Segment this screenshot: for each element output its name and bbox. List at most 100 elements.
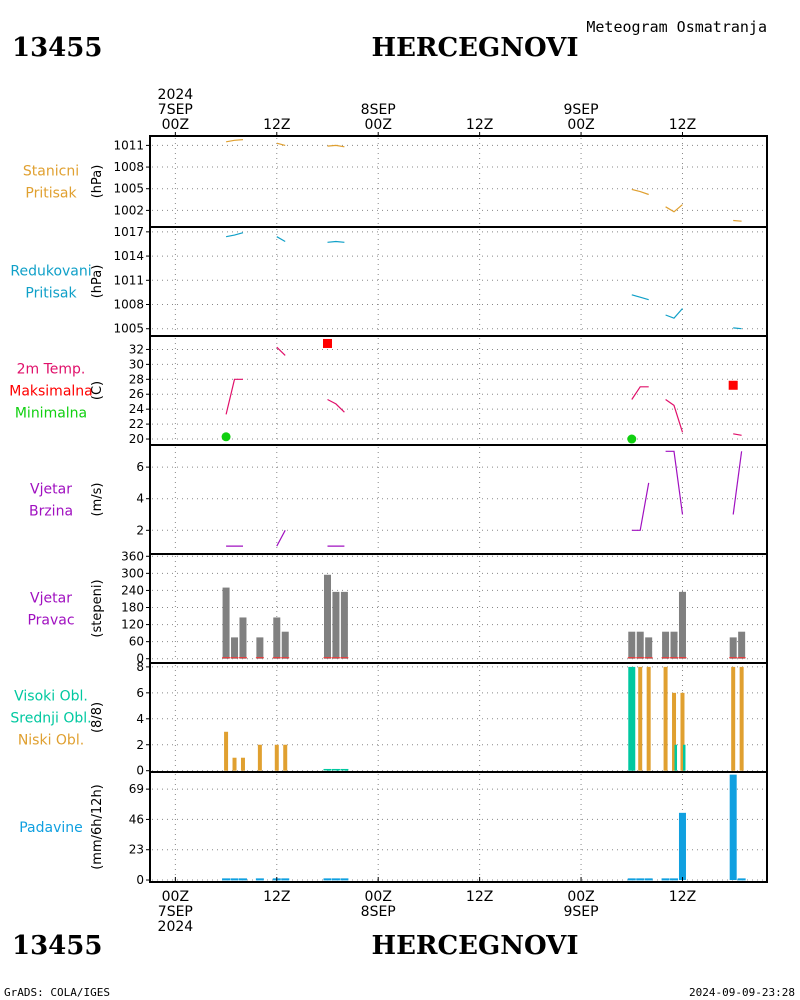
cloud-low-bar (232, 757, 237, 771)
render-timestamp: 2024-09-09-23:28 (689, 986, 795, 999)
direction-bar (231, 637, 239, 659)
precip-bar (678, 812, 686, 881)
y-tick-label: 180 (121, 601, 144, 615)
time-axis-label: 8SEP (361, 904, 396, 920)
panel-wind_speed: 2 4 6 (m/s) Vjetar Brzina (29, 444, 768, 555)
y-tick-label: 2 (136, 738, 144, 752)
y-tick-label: 1005 (113, 322, 144, 336)
cloud-low-bar (283, 744, 288, 771)
series-line (327, 398, 345, 413)
series-line (225, 139, 244, 143)
panel-frame (149, 335, 768, 446)
y-axis-unit: (8/8) (90, 702, 105, 733)
y-axis-unit: (stepeni) (90, 579, 105, 637)
y-tick-label: 1017 (113, 225, 144, 239)
y-tick-label: 0 (136, 873, 144, 887)
cloud-low-bar (672, 692, 677, 771)
panel-label: Niski Obl. (18, 733, 84, 749)
panel-station_pressure: 1002 1005 1008 1011 (hPa) Stanicni Pritisak (23, 135, 768, 228)
time-axis-label: 00Z (365, 117, 392, 133)
cloud-low-bar (257, 744, 262, 771)
y-tick-label: 6 (136, 686, 144, 700)
time-axis-label: 12Z (263, 889, 290, 905)
panel-label: Minimalna (15, 406, 87, 422)
series-line (276, 346, 286, 356)
y-tick-label: 6 (136, 460, 144, 474)
cloud-low-bar (274, 744, 279, 771)
y-axis-unit: (hPa) (90, 265, 105, 299)
series-line (733, 433, 742, 436)
series-line (665, 308, 683, 319)
direction-bar (256, 637, 264, 659)
series-line (631, 294, 649, 301)
direction-bar (222, 587, 230, 659)
max-temp-marker (322, 338, 332, 348)
time-axis-label: 9SEP (564, 102, 599, 118)
time-axis-label: 9SEP (564, 904, 599, 920)
time-axis-label: 12Z (466, 889, 493, 905)
series-line (631, 188, 649, 196)
cloud-low-bar (646, 666, 651, 771)
panel-frame (149, 771, 768, 883)
time-axis-label: 2024 (158, 919, 194, 935)
direction-bar (662, 631, 670, 659)
y-tick-label: 32 (129, 342, 144, 356)
series-line (276, 236, 286, 243)
cloud-low-bar (731, 666, 736, 771)
time-axis-label: 2024 (158, 87, 194, 103)
time-axis-label: 7SEP (158, 904, 193, 920)
panel-frame (149, 226, 768, 337)
cloud-high-bar (628, 666, 636, 771)
cloud-mid-bar (674, 744, 678, 771)
series-line (225, 232, 244, 238)
cloud-low-bar (680, 692, 685, 771)
station-id-top: 13455 (12, 33, 102, 63)
panel-reduced_pressure: 1005 1008 1011 1014 1017 (hPa)Redukovani Priti… (10, 225, 768, 337)
meteogram-title: Meteogram Osmatranja (586, 18, 767, 36)
panel-label: Vjetar (30, 482, 72, 498)
panel-label: Redukovani (10, 264, 91, 280)
panel-clouds: 0 2 4 6 8 (8/8)Visoki Obl. Srednji Obl. Niski O… (10, 660, 768, 778)
y-axis-unit: (C) (90, 381, 105, 400)
y-tick-label: 28 (129, 372, 144, 386)
time-axis-label: 00Z (162, 889, 189, 905)
time-axis-label: 12Z (263, 117, 290, 133)
y-tick-label: 22 (129, 417, 144, 431)
y-tick-label: 1011 (113, 273, 144, 287)
grads-credit: GrADS: COLA/IGES (4, 986, 110, 999)
series-line (631, 482, 650, 531)
panel-label: Srednji Obl. (10, 711, 91, 727)
direction-bar (636, 631, 644, 659)
station-id-bottom: 13455 (12, 931, 102, 961)
panel-label: Pritisak (25, 286, 77, 302)
series-line (327, 144, 345, 148)
cloud-low-bar (739, 666, 744, 771)
y-tick-label: 360 (121, 549, 144, 563)
panel-label: Pritisak (25, 186, 77, 202)
series-line (225, 378, 243, 415)
direction-bar (323, 574, 331, 659)
panel-label: Pravac (27, 613, 74, 629)
y-tick-label: 0 (136, 764, 144, 778)
min-temp-marker (627, 434, 637, 444)
panel-label: Brzina (29, 504, 73, 520)
y-axis-unit: (mm/6h/12h) (90, 784, 105, 870)
panel-wind_direction: 0 60 120 180 240 300 360 (stepeni) Vjetar Pravac (27, 549, 768, 666)
y-tick-label: 1014 (113, 249, 144, 263)
series-line (631, 386, 649, 400)
y-tick-label: 26 (129, 387, 144, 401)
cloud-low-bar (224, 731, 229, 771)
series-line (327, 240, 345, 243)
panel-label: Maksimalna (9, 384, 93, 400)
time-axis-label: 00Z (365, 889, 392, 905)
panel-frame (149, 135, 768, 228)
y-tick-label: 60 (129, 635, 144, 649)
series-line (665, 204, 683, 213)
time-axis-label: 12Z (669, 889, 696, 905)
direction-bar (239, 617, 247, 659)
y-tick-label: 8 (136, 660, 144, 674)
series-line (276, 142, 286, 146)
